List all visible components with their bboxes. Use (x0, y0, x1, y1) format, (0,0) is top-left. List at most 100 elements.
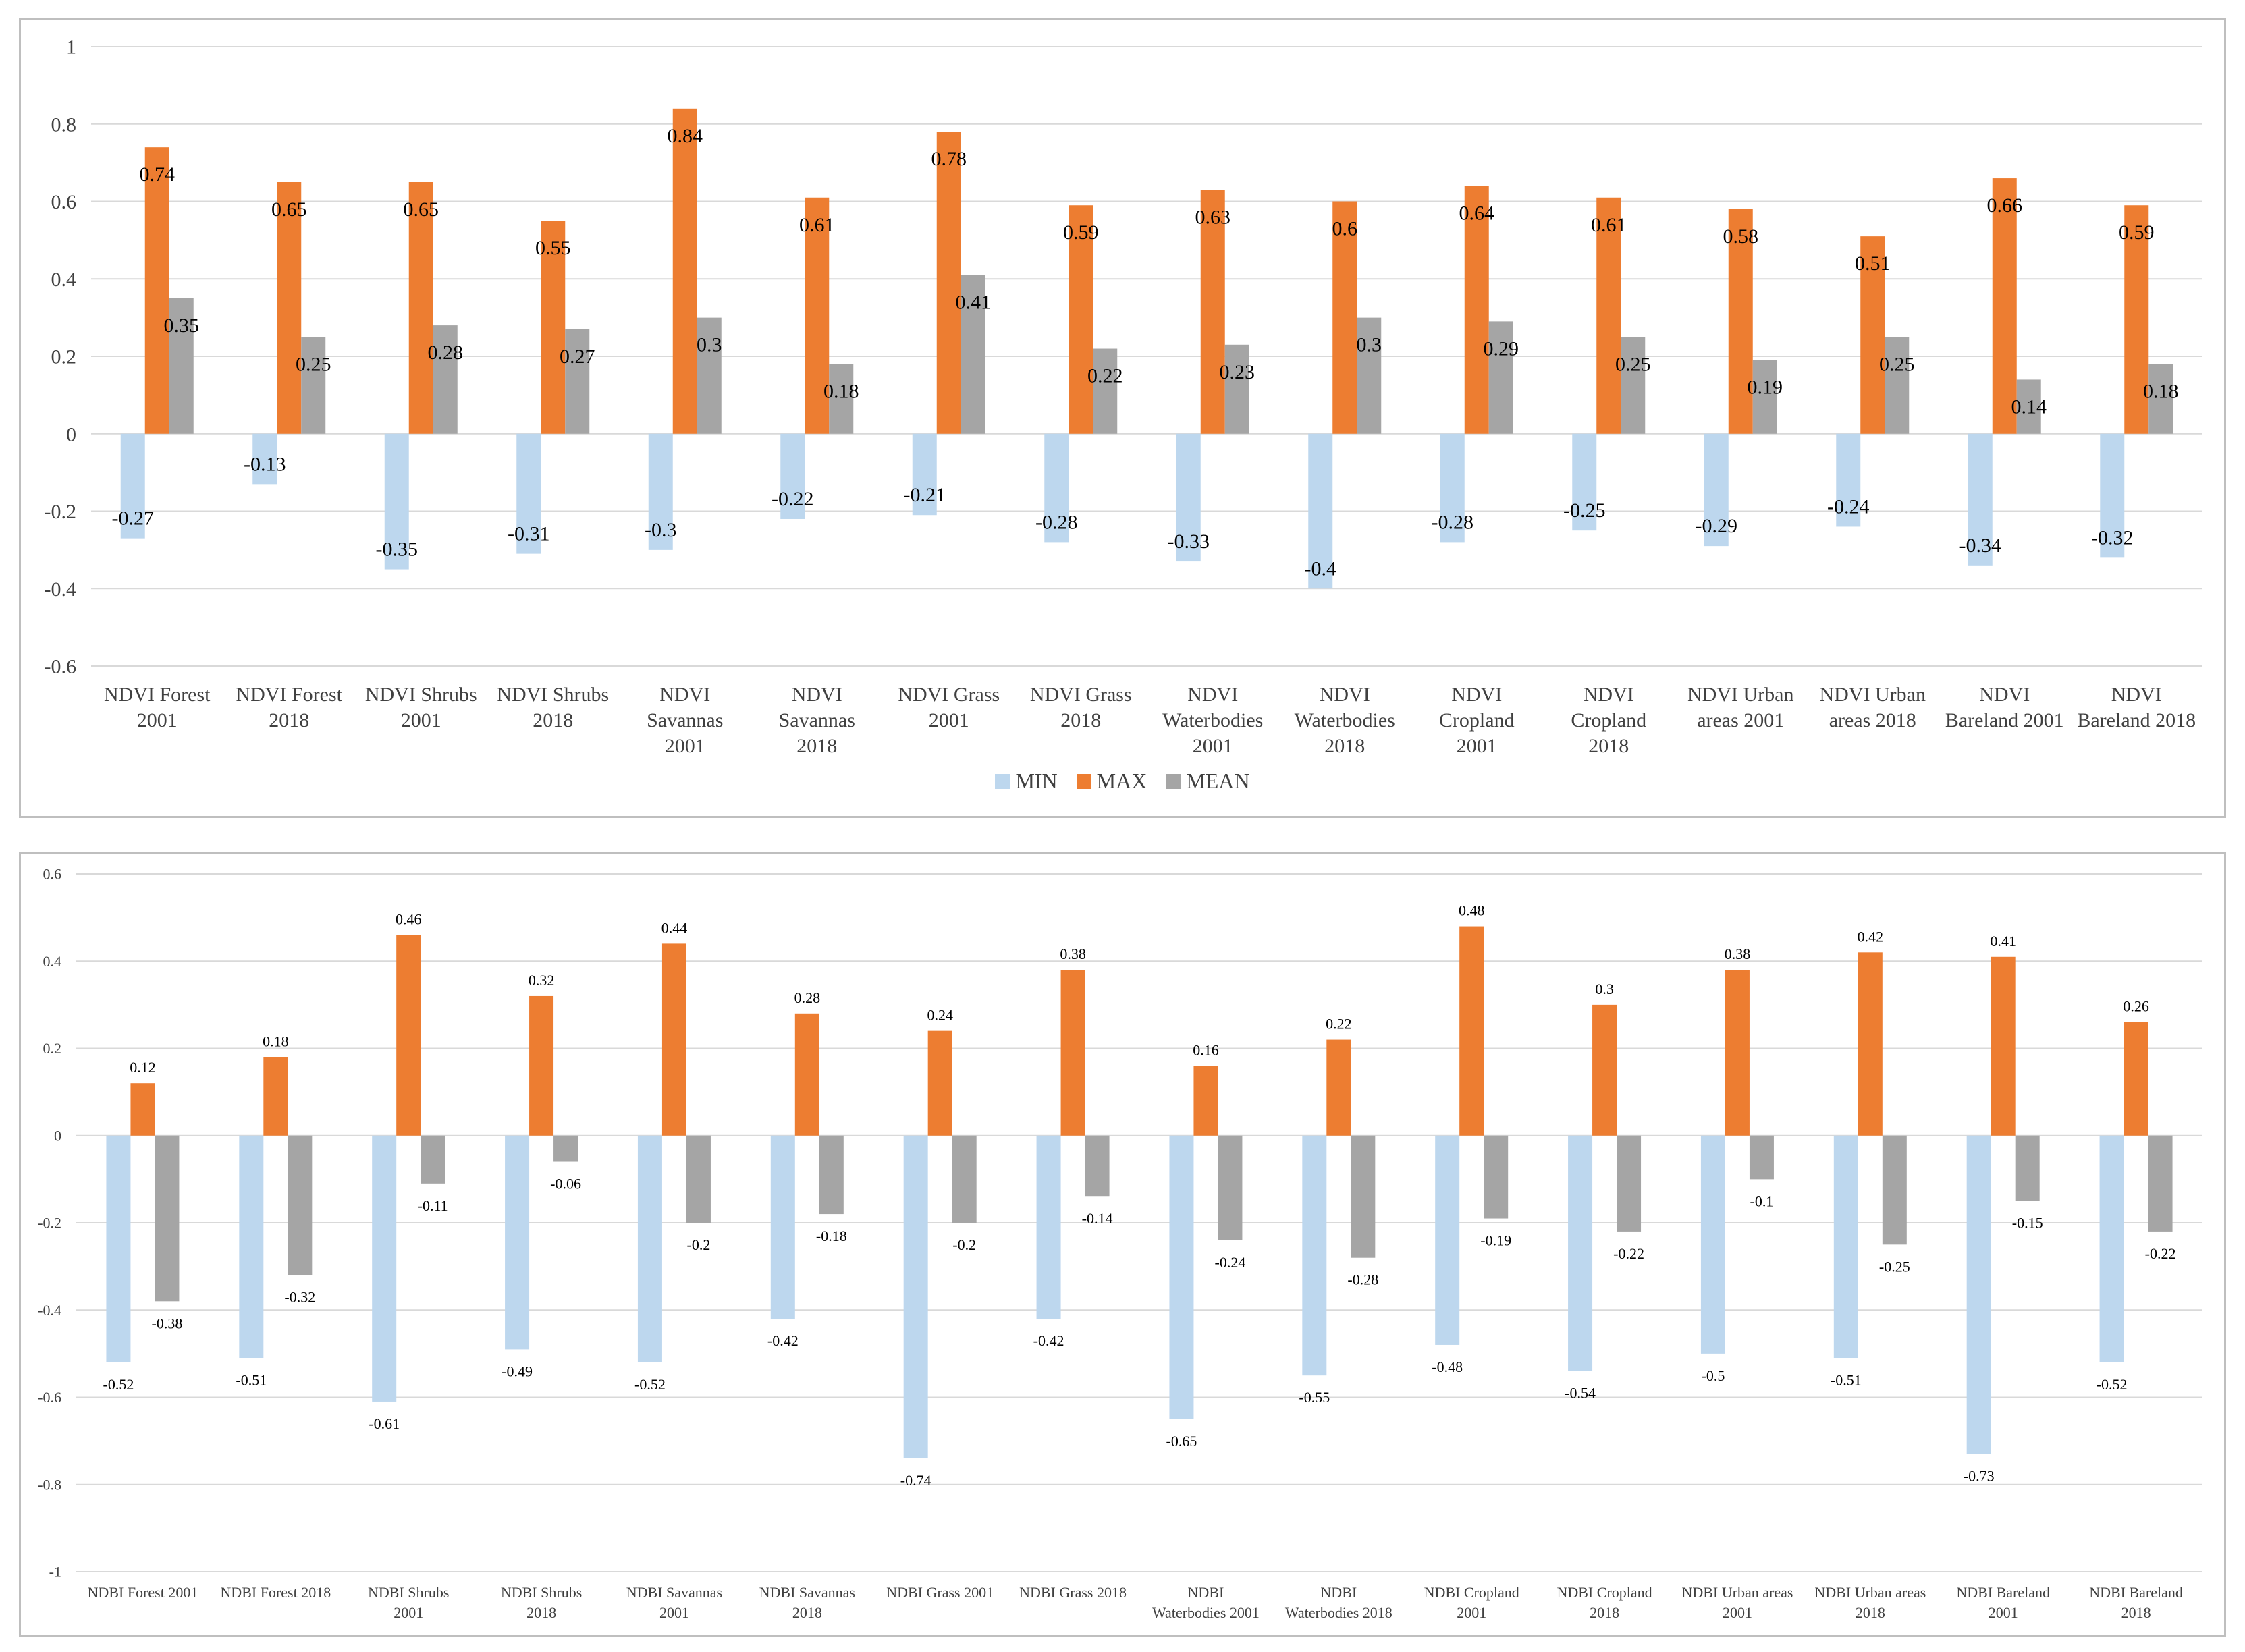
ndbi-data-label-mean: -0.18 (816, 1228, 847, 1244)
ndvi-bar-min (1836, 433, 1861, 527)
ndbi-bar-max (1991, 956, 2016, 1136)
ndbi-bar-mean (155, 1135, 180, 1302)
ndvi-data-label-min: -0.13 (244, 453, 286, 475)
ndvi-data-label-max: 0.65 (404, 198, 439, 221)
ndbi-bar-max (661, 943, 686, 1136)
ndbi-bar-min (505, 1135, 530, 1350)
ndbi-bar-max (794, 1013, 819, 1136)
ndbi-bar-max (1459, 926, 1484, 1136)
ndbi-data-label-mean: -0.15 (2012, 1215, 2043, 1232)
ndvi-data-label-min: -0.24 (1827, 495, 1870, 518)
ndvi-data-label-mean: 0.41 (956, 292, 992, 314)
ndvi-data-label-mean: 0.28 (428, 341, 464, 364)
ndbi-bar-mean (686, 1135, 711, 1223)
ndvi-bar-max (408, 182, 433, 434)
ndbi-data-label-max: 0.26 (2123, 998, 2149, 1015)
ndbi-category-label: NDBI Bareland (2089, 1584, 2183, 1601)
ndvi-category-label: NDVI Grass (898, 684, 1000, 706)
ndvi-data-label-min: -0.27 (112, 507, 155, 530)
ndbi-bar-mean (1882, 1135, 1907, 1245)
ndvi-category-label: Waterbodies (1162, 709, 1263, 732)
ndbi-data-label-max: 0.16 (1193, 1041, 1219, 1058)
ndvi-data-label-min: -0.4 (1305, 557, 1337, 580)
ndbi-data-label-min: -0.48 (1432, 1358, 1463, 1375)
ndbi-data-label-max: 0.38 (1725, 945, 1751, 962)
ndbi-category-label: NDBI Grass 2001 (886, 1584, 994, 1601)
ndbi-y-tick-label: -0.2 (38, 1215, 61, 1232)
ndvi-data-label-mean: 0.3 (1357, 334, 1382, 356)
ndbi-data-label-mean: -0.14 (1082, 1210, 1113, 1227)
legend-item-max: MAX (1076, 769, 1147, 794)
ndvi-bar-max (2124, 205, 2149, 434)
ndvi-data-label-max: 0.59 (1063, 221, 1099, 244)
ndbi-category-label: 2001 (1989, 1604, 2018, 1621)
ndvi-y-tick-label: 0.6 (51, 191, 77, 213)
ndvi-category-label: Bareland 2001 (1945, 709, 2064, 732)
ndvi-category-label: Waterbodies (1295, 709, 1395, 732)
ndbi-category-label: 2001 (1723, 1604, 1752, 1621)
ndbi-category-label: NDBI Shrubs (501, 1584, 582, 1601)
ndbi-category-label: NDBI Savannas (626, 1584, 722, 1601)
ndbi-y-tick-label: 0 (54, 1127, 61, 1144)
ndvi-data-label-max: 0.61 (799, 214, 835, 236)
ndbi-bar-mean (952, 1135, 977, 1223)
ndvi-category-label: Cropland (1439, 709, 1515, 732)
ndvi-bar-min (2100, 433, 2125, 558)
ndvi-bar-max (277, 182, 302, 434)
ndbi-data-label-min: -0.51 (1831, 1371, 1862, 1388)
ndvi-category-label: NDVI (1451, 684, 1502, 706)
ndbi-bar-mean (1085, 1135, 1110, 1197)
ndvi-bar-mean (1885, 337, 1910, 434)
ndbi-category-label: NDBI Urban areas (1814, 1584, 1926, 1601)
ndbi-category-label: NDBI Cropland (1424, 1584, 1519, 1601)
ndbi-bar-min (106, 1135, 131, 1362)
ndvi-data-label-mean: 0.35 (164, 314, 200, 337)
ndvi-data-label-max: 0.64 (1459, 202, 1495, 225)
ndbi-bar-mean (553, 1135, 578, 1162)
ndbi-bar-min (1966, 1135, 1991, 1454)
ndvi-data-label-mean: 0.25 (1615, 353, 1651, 375)
ndbi-bar-mean (1351, 1135, 1376, 1258)
ndbi-bar-max (1326, 1039, 1351, 1136)
ndvi-bar-mean (1357, 317, 1382, 434)
ndbi-data-label-min: -0.61 (369, 1415, 400, 1432)
ndvi-bar-max (1464, 186, 1489, 434)
ndbi-bar-min (1833, 1135, 1858, 1358)
ndvi-data-label-max: 0.74 (140, 163, 175, 186)
ndvi-data-label-max: 0.61 (1591, 214, 1627, 236)
ndvi-bar-mean (1621, 337, 1646, 434)
ndbi-category-label: Waterbodies 2018 (1285, 1604, 1392, 1621)
ndbi-y-tick-label: -0.4 (38, 1302, 61, 1319)
ndvi-data-label-mean: 0.18 (2143, 380, 2179, 402)
ndvi-category-label: 2018 (533, 709, 573, 732)
ndbi-bar-mean (288, 1135, 313, 1275)
ndvi-data-label-min: -0.31 (508, 523, 550, 545)
legend-item-mean: MEAN (1166, 769, 1250, 794)
ndvi-y-tick-label: 0.4 (51, 269, 77, 291)
ndvi-data-label-mean: 0.25 (296, 353, 331, 375)
ndvi-category-label: 2018 (1060, 709, 1101, 732)
ndvi-category-label: NDVI (792, 684, 842, 706)
ndvi-category-label: Savannas (779, 709, 855, 732)
ndbi-category-label: 2018 (792, 1604, 822, 1621)
ndvi-data-label-min: -0.25 (1563, 499, 1606, 522)
ndvi-bar-max (1200, 190, 1225, 434)
ndbi-category-label: NDBI Grass 2018 (1019, 1584, 1127, 1601)
ndvi-data-label-max: 0.65 (271, 198, 307, 221)
ndvi-category-label: NDVI (2111, 684, 2162, 706)
ndvi-category-label: 2001 (929, 709, 969, 732)
ndbi-bar-min (239, 1135, 264, 1358)
ndbi-data-label-max: 0.44 (661, 919, 688, 936)
ndvi-category-label: 2001 (401, 709, 441, 732)
ndbi-bar-mean (2015, 1135, 2040, 1201)
ndvi-bar-mean (301, 337, 326, 434)
ndvi-bar-max (1860, 236, 1885, 434)
ndbi-bar-chart: 0.6 0.4 0.2 0 -0.2 -0.4 -0.6 -0.8 -1 -0.52 0.12 -0.… (38, 866, 2202, 1621)
ndvi-category-label: 2018 (269, 709, 309, 732)
ndbi-bar-mean (1218, 1135, 1243, 1240)
ndvi-data-label-max: 0.59 (2119, 221, 2155, 244)
ndbi-category-label: NDBI Savannas (759, 1584, 855, 1601)
ndvi-y-tick-label: 0.2 (51, 346, 77, 368)
ndbi-data-label-min: -0.42 (1033, 1332, 1064, 1349)
ndbi-bar-mean (2148, 1135, 2173, 1232)
